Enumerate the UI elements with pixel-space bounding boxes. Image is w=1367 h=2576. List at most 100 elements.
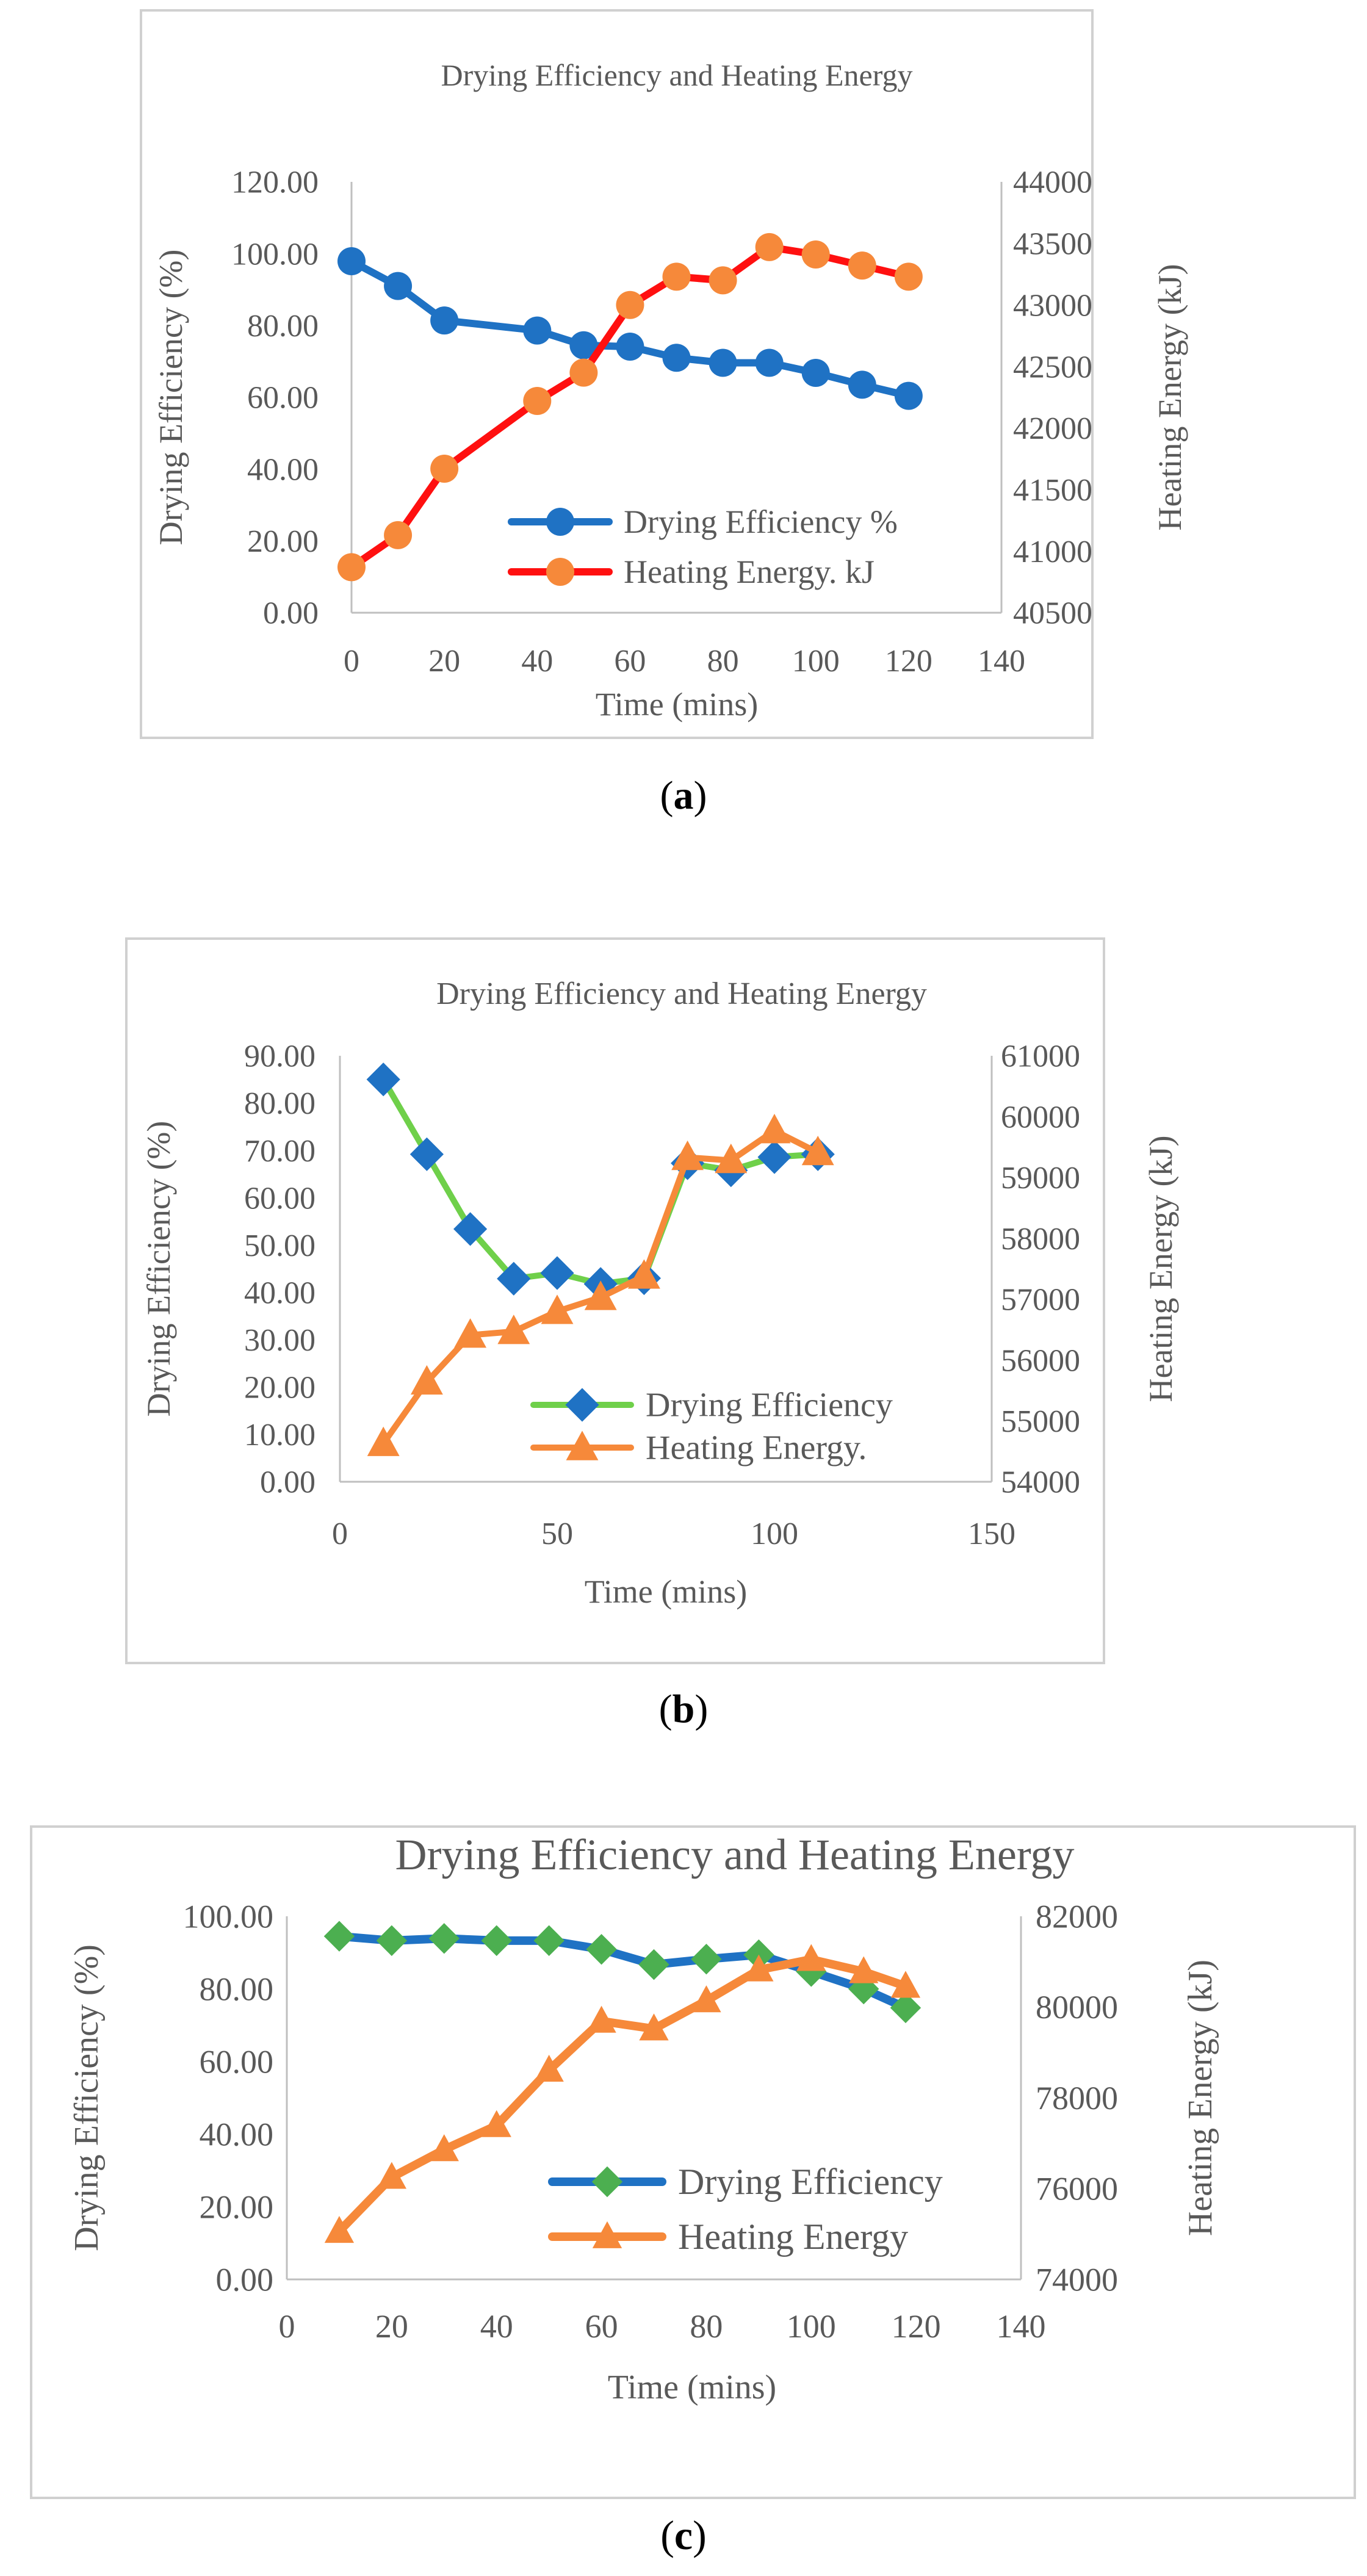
- y2-tick-label: 74000: [1036, 2261, 1118, 2298]
- data-point: [848, 251, 876, 280]
- x-tick-label: 100: [792, 644, 840, 679]
- data-point: [894, 381, 923, 410]
- data-point: [540, 1256, 574, 1290]
- y2-tick-label: 60000: [1001, 1100, 1080, 1135]
- data-point: [848, 1973, 879, 2005]
- x-tick-label: 120: [885, 644, 932, 679]
- caption-letter: b: [673, 1687, 695, 1731]
- caption-letter: a: [674, 773, 694, 818]
- y2-tick-label: 40500: [1013, 596, 1092, 631]
- data-point: [324, 2215, 355, 2243]
- data-point: [801, 358, 830, 387]
- legend-marker: [546, 558, 574, 586]
- series-drying-efficiency: [323, 1921, 922, 2024]
- x-tick-label: 50: [541, 1517, 573, 1551]
- x-tick-label: 0: [344, 644, 359, 679]
- y-tick-label: 50.00: [244, 1228, 316, 1263]
- series-heating-energy: [324, 1944, 921, 2243]
- panel-caption: (c): [660, 2512, 707, 2558]
- data-point: [757, 1140, 792, 1174]
- x-axis-title: Time (mins): [596, 686, 759, 723]
- data-point: [497, 1261, 531, 1296]
- y-tick-label: 0.00: [216, 2261, 274, 2298]
- y2-tick-label: 61000: [1001, 1039, 1080, 1074]
- legend-marker: [591, 2166, 623, 2198]
- y-tick-label: 20.00: [200, 2188, 274, 2225]
- y2-tick-label: 80000: [1036, 1989, 1118, 2026]
- legend-marker: [592, 2221, 622, 2248]
- x-tick-label: 150: [968, 1517, 1015, 1551]
- data-point: [758, 1114, 791, 1144]
- x-tick-label: 140: [978, 644, 1025, 679]
- data-point: [796, 1944, 826, 1971]
- caption-close-paren: ): [693, 2512, 707, 2558]
- y2-axis-title: Heating Energy (kJ): [1142, 1136, 1179, 1402]
- y2-tick-label: 41500: [1013, 473, 1092, 508]
- data-point: [638, 1949, 669, 1980]
- legend-marker: [566, 1431, 599, 1460]
- data-point: [616, 333, 644, 361]
- data-point: [691, 1985, 721, 2013]
- y-tick-label: 40.00: [200, 2116, 274, 2152]
- y-tick-label: 80.00: [200, 1971, 274, 2007]
- data-point: [709, 266, 737, 295]
- data-point: [755, 233, 784, 261]
- x-tick-label: 40: [480, 2308, 513, 2345]
- y-tick-label: 90.00: [244, 1039, 316, 1074]
- y2-tick-label: 76000: [1036, 2171, 1118, 2207]
- caption-open-paren: (: [660, 773, 674, 818]
- data-point: [616, 290, 644, 319]
- data-point: [409, 1137, 444, 1171]
- data-point: [481, 1925, 512, 1957]
- data-point: [639, 2013, 669, 2041]
- x-tick-label: 0: [279, 2308, 295, 2345]
- y2-tick-label: 54000: [1001, 1465, 1080, 1500]
- chart-panel-c: Drying Efficiency and Heating Energy 0 20 4…: [30, 1825, 1356, 2558]
- data-point: [533, 1925, 564, 1957]
- y2-tick-label: 42500: [1013, 350, 1092, 384]
- x-tick-label: 60: [614, 644, 646, 679]
- y-tick-label: 0.00: [263, 596, 319, 631]
- caption-open-paren: (: [660, 2512, 674, 2558]
- legend-entry: Heating Energy.: [646, 1429, 867, 1467]
- data-point: [454, 1318, 487, 1348]
- data-point: [430, 306, 459, 335]
- data-point: [384, 521, 413, 549]
- data-point: [586, 2005, 616, 2033]
- data-point: [586, 1933, 617, 1965]
- chart-title: Drying Efficiency and Heating Energy: [441, 58, 913, 92]
- x-tick-label: 80: [707, 644, 739, 679]
- y-axis-title: Drying Efficiency (%): [140, 1121, 177, 1417]
- y-tick-label: 20.00: [247, 524, 319, 559]
- data-point: [890, 1992, 922, 2024]
- data-point: [523, 387, 552, 416]
- x-axis-title: Time (mins): [585, 1573, 748, 1610]
- data-point: [482, 2110, 511, 2137]
- data-point: [428, 1923, 460, 1954]
- y-tick-label: 10.00: [244, 1418, 316, 1452]
- legend-entry: Drying Efficiency: [646, 1386, 893, 1424]
- y2-tick-label: 56000: [1001, 1343, 1080, 1378]
- series-line: [380, 1076, 821, 1287]
- data-point: [534, 2054, 564, 2082]
- y2-tick-label: 58000: [1001, 1222, 1080, 1257]
- data-point: [662, 344, 691, 372]
- data-point: [541, 1294, 574, 1324]
- data-point: [627, 1259, 660, 1289]
- data-point: [523, 316, 552, 345]
- chart-frame: [140, 9, 1094, 739]
- data-point: [715, 1143, 748, 1174]
- y-tick-label: 40.00: [244, 1275, 316, 1310]
- legend: Drying Efficiency Heating Energy.: [530, 1386, 893, 1467]
- data-point: [569, 358, 598, 387]
- x-tick-label: 20: [428, 644, 460, 679]
- y-tick-label: 60.00: [244, 1181, 316, 1216]
- legend-entry: Heating Energy: [678, 2217, 908, 2257]
- panel-caption: (b): [659, 1687, 709, 1731]
- y-tick-label: 60.00: [200, 2043, 274, 2080]
- y2-axis-title: Heating Energy (kJ): [1181, 1960, 1219, 2236]
- y2-tick-label: 59000: [1001, 1161, 1080, 1196]
- series-drying-efficiency: [337, 247, 923, 410]
- data-point: [662, 262, 691, 291]
